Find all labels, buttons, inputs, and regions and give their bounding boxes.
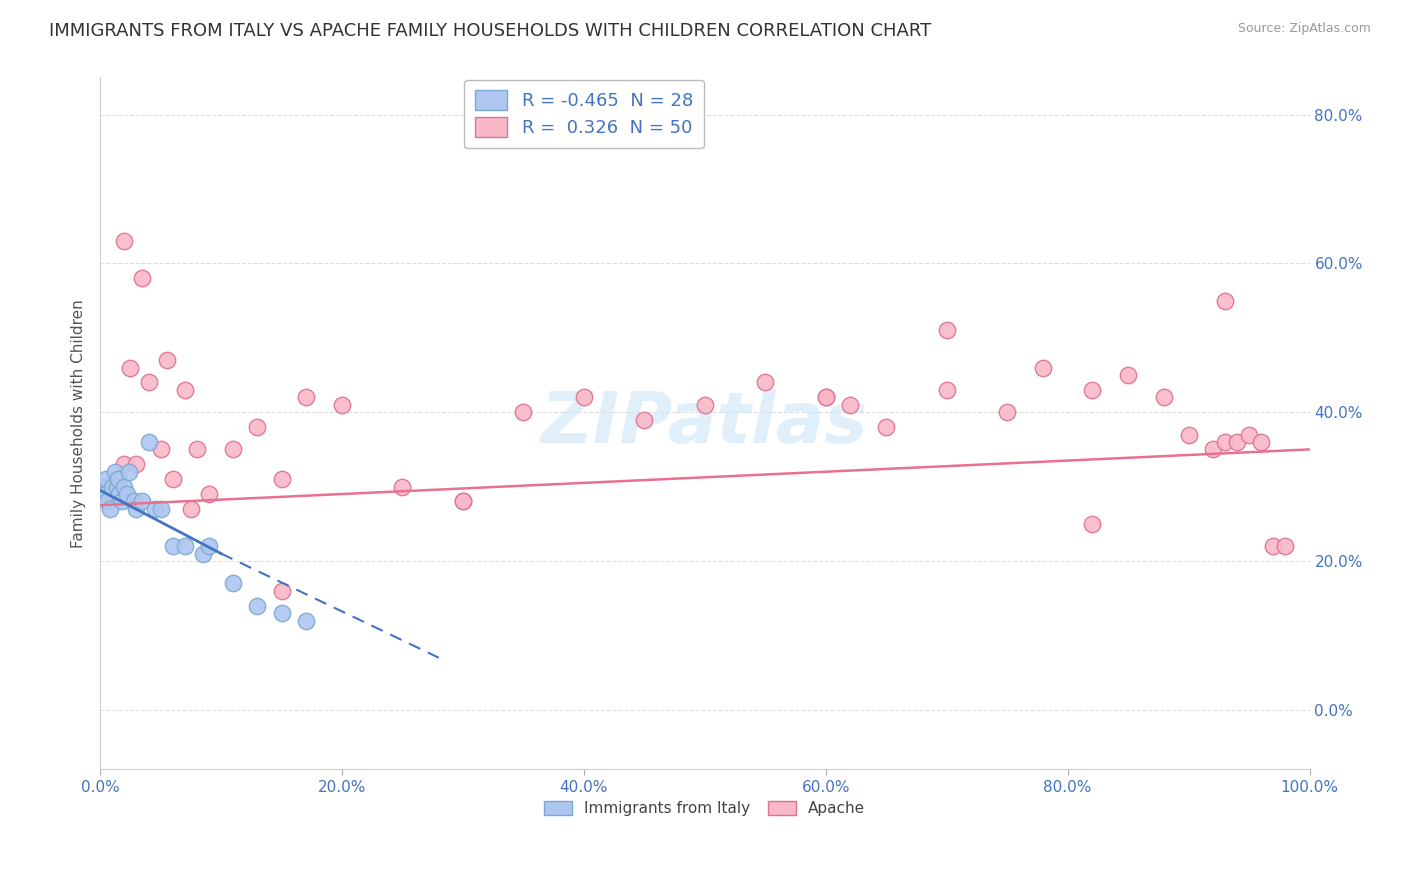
Point [138, 434, 160, 449]
Point [131, 271, 153, 285]
Point [118, 465, 141, 479]
Point [162, 472, 184, 486]
Text: IMMIGRANTS FROM ITALY VS APACHE FAMILY HOUSEHOLDS WITH CHILDREN CORRELATION CHAR: IMMIGRANTS FROM ITALY VS APACHE FAMILY H… [49, 22, 931, 40]
Point [96, 487, 118, 501]
Point [198, 487, 221, 501]
Point [270, 472, 292, 486]
Point [173, 539, 195, 553]
Point [186, 442, 208, 457]
Point [198, 539, 221, 553]
Point [138, 376, 160, 390]
Point [122, 494, 145, 508]
Point [108, 487, 131, 501]
Point [125, 502, 148, 516]
Point [512, 405, 534, 419]
Point [1213, 293, 1236, 308]
Point [1226, 434, 1249, 449]
Point [1153, 390, 1175, 404]
Point [294, 614, 316, 628]
Y-axis label: Family Households with Children: Family Households with Children [72, 299, 86, 548]
Point [143, 502, 166, 516]
Point [94, 487, 117, 501]
Text: ZIPatlas: ZIPatlas [541, 389, 869, 458]
Point [115, 487, 138, 501]
Point [246, 599, 269, 613]
Point [125, 458, 148, 472]
Point [451, 494, 474, 508]
Point [173, 383, 195, 397]
Point [162, 539, 184, 553]
Point [1274, 539, 1296, 553]
Point [935, 323, 957, 337]
Point [1116, 368, 1139, 382]
Point [1032, 360, 1054, 375]
Point [270, 606, 292, 620]
Point [96, 494, 118, 508]
Point [107, 472, 129, 486]
Point [693, 398, 716, 412]
Point [112, 458, 135, 472]
Point [1177, 427, 1199, 442]
Text: Source: ZipAtlas.com: Source: ZipAtlas.com [1237, 22, 1371, 36]
Point [91, 480, 114, 494]
Point [391, 480, 413, 494]
Point [330, 398, 353, 412]
Point [131, 494, 153, 508]
Point [995, 405, 1018, 419]
Point [105, 480, 128, 494]
Point [1081, 516, 1104, 531]
Point [814, 390, 837, 404]
Point [101, 480, 124, 494]
Point [156, 353, 179, 368]
Point [294, 390, 316, 404]
Point [1213, 434, 1236, 449]
Point [875, 420, 897, 434]
Point [191, 547, 214, 561]
Point [814, 390, 837, 404]
Point [572, 390, 595, 404]
Point [839, 398, 862, 412]
Point [112, 234, 135, 248]
Point [101, 480, 124, 494]
Point [104, 465, 127, 479]
Point [1081, 383, 1104, 397]
Point [270, 583, 292, 598]
Point [1263, 539, 1285, 553]
Point [149, 442, 172, 457]
Point [149, 502, 172, 516]
Point [112, 480, 135, 494]
Legend: Immigrants from Italy, Apache: Immigrants from Italy, Apache [537, 794, 873, 824]
Point [222, 576, 245, 591]
Point [451, 494, 474, 508]
Point [96, 472, 118, 486]
Point [1237, 427, 1260, 442]
Point [1250, 434, 1272, 449]
Point [246, 420, 269, 434]
Point [633, 412, 655, 426]
Point [1202, 442, 1225, 457]
Point [111, 494, 134, 508]
Point [98, 502, 121, 516]
Point [935, 383, 957, 397]
Point [180, 502, 202, 516]
Point [754, 376, 776, 390]
Point [222, 442, 245, 457]
Point [120, 360, 142, 375]
